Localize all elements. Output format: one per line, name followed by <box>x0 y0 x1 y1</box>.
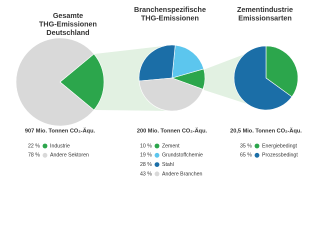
chart-title: Zementindustrie <box>237 5 293 14</box>
pie-slice <box>15 37 95 127</box>
legend-label: Andere Sektoren <box>50 153 89 159</box>
legend-marker <box>154 143 160 149</box>
legend-marker <box>154 162 160 168</box>
legend-marker <box>42 152 48 158</box>
pie-slice <box>138 44 176 82</box>
value-label: 19 % <box>140 153 152 159</box>
value-label: 35 % <box>240 143 252 149</box>
legend-label: Grundstoffchemie <box>162 153 203 159</box>
pie-slice <box>265 45 299 98</box>
pie-slice <box>171 44 205 79</box>
total-label: 907 Mio. Tonnen CO₂-Äqu. <box>25 127 96 134</box>
legend-label: Energiebedingt <box>262 143 297 149</box>
legend-label: Industrie <box>50 143 70 149</box>
legend-marker <box>154 171 160 177</box>
legend-label: Stahl <box>162 162 174 168</box>
value-label: 43 % <box>140 171 152 177</box>
chart-title: THG-Emissionen <box>141 13 199 22</box>
total-label: 200 Mio. Tonnen CO₂-Äqu. <box>137 127 208 134</box>
value-label: 10 % <box>140 143 152 149</box>
legend-marker <box>254 143 260 149</box>
legend-marker <box>154 152 160 158</box>
value-label: 22 % <box>28 143 40 149</box>
pie-slice <box>233 45 293 111</box>
chart-title: Emissionsarten <box>238 13 292 22</box>
legend-marker <box>42 143 48 149</box>
legend-label: Prozessbedingt <box>262 153 298 159</box>
pie-slice <box>138 77 204 112</box>
pie-slice <box>59 53 105 111</box>
chart-title: Branchenspezifische <box>134 5 206 14</box>
legend-label: Andere Branchen <box>162 171 202 177</box>
chart-title: Gesamte <box>53 11 83 20</box>
value-label: 28 % <box>140 162 152 168</box>
legend-marker <box>254 152 260 158</box>
value-label: 65 % <box>240 153 252 159</box>
chart-title: Deutschland <box>46 28 89 37</box>
legend-label: Zement <box>162 143 180 149</box>
total-label: 20,5 Mio. Tonnen CO₂-Äqu. <box>230 127 302 134</box>
value-label: 78 % <box>28 153 40 159</box>
chart-title: THG-Emissionen <box>39 19 97 28</box>
